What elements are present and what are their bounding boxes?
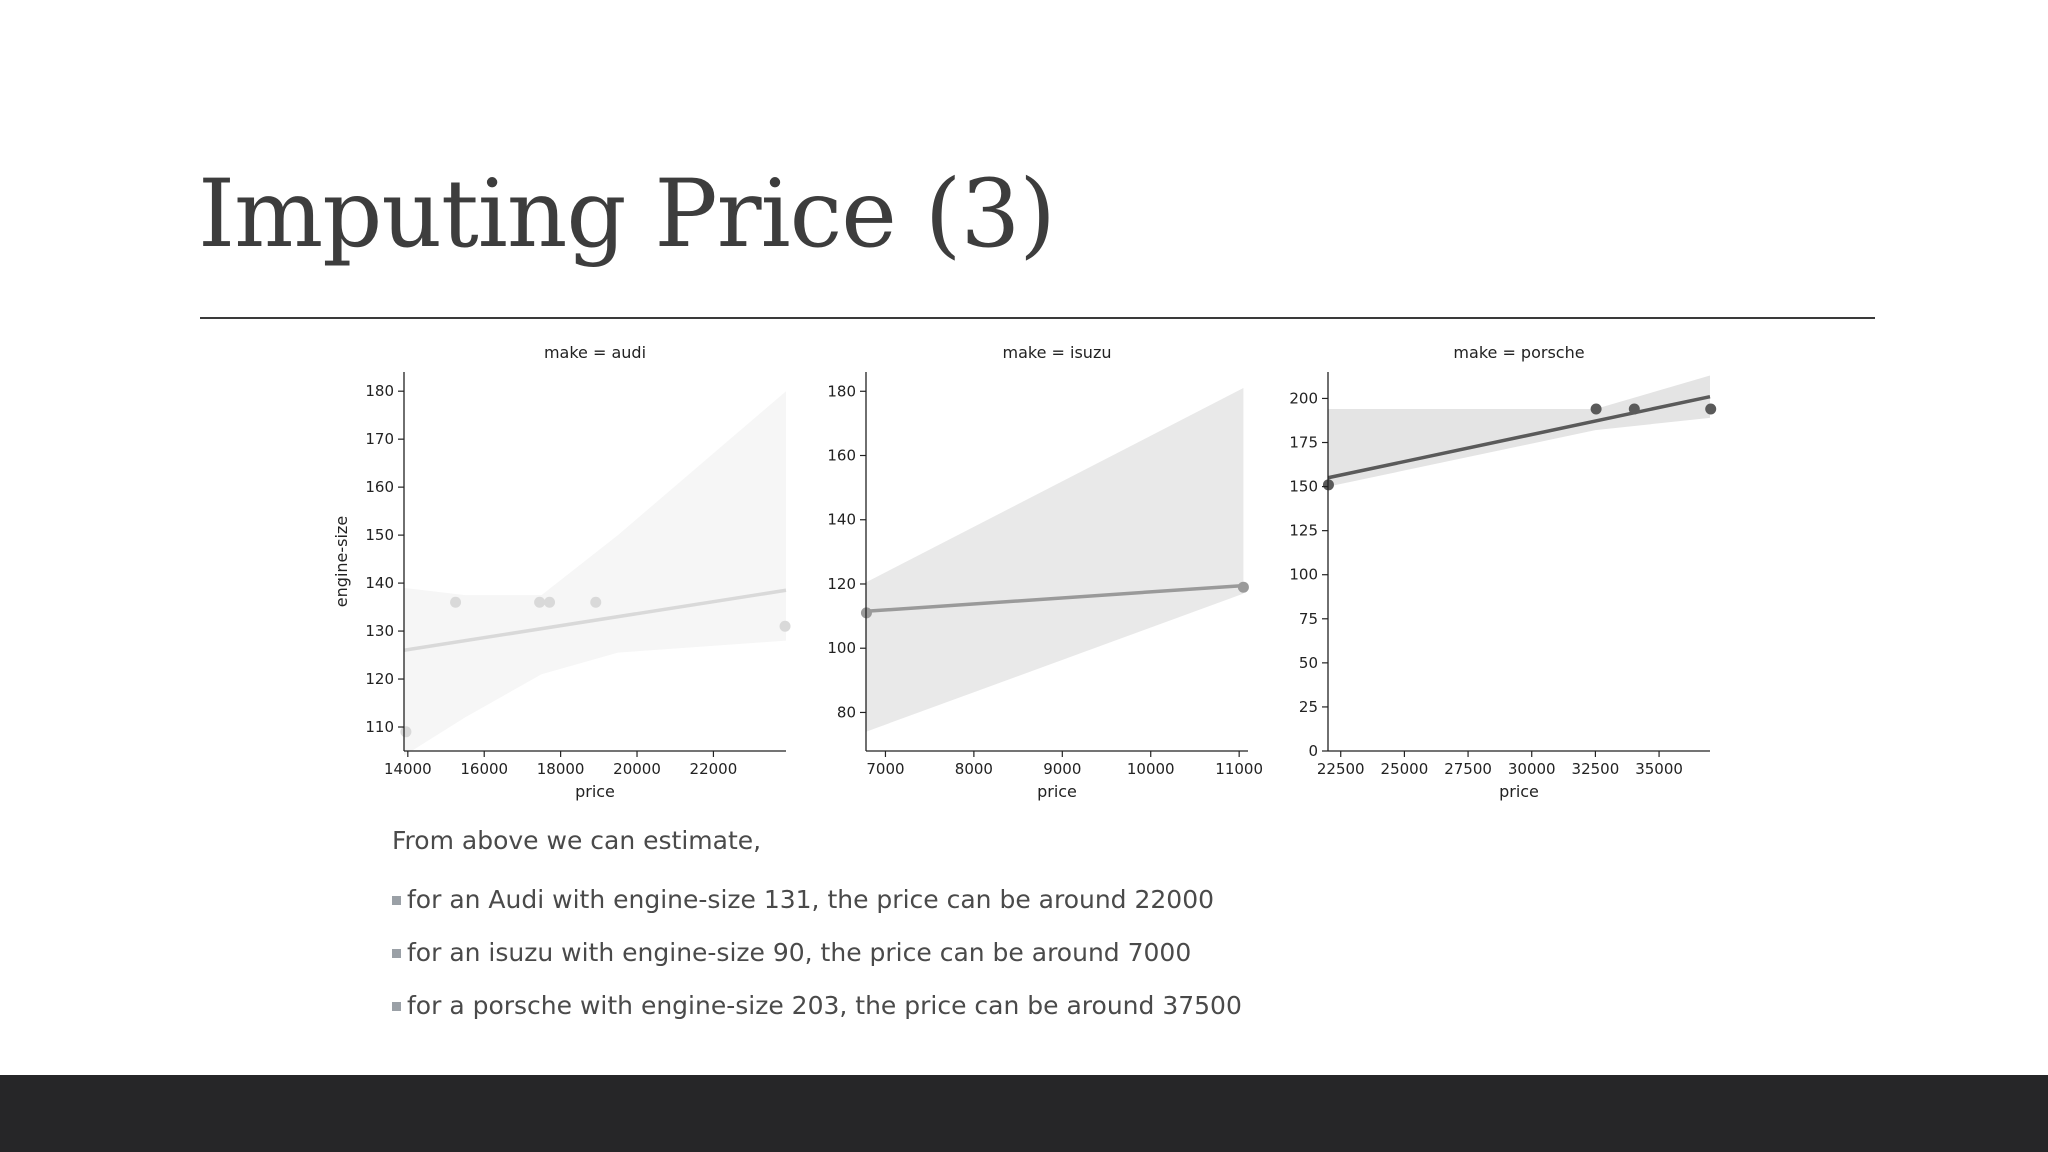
y-tick-label: 100 <box>1289 566 1318 584</box>
confidence-band <box>1328 375 1710 487</box>
x-axis-label: price <box>1037 782 1077 801</box>
chart-title: make = audi <box>544 343 646 362</box>
bullet-item: for an isuzu with engine-size 90, the pr… <box>392 932 1692 972</box>
x-axis-label: price <box>1499 782 1539 801</box>
y-tick-label: 150 <box>365 526 394 544</box>
y-tick-label: 100 <box>827 639 856 657</box>
y-tick-label: 180 <box>365 382 394 400</box>
data-point <box>534 596 546 608</box>
slide-title: Imputing Price (3) <box>198 160 1056 269</box>
y-tick-label: 75 <box>1299 610 1318 628</box>
y-tick-label: 50 <box>1299 654 1318 672</box>
y-tick-label: 110 <box>365 718 394 736</box>
chart-panel: 110 120 130 140 150 160 170 180 14000 16000 18000 2… <box>332 343 791 801</box>
bullet-text: for an Audi with engine-size 131, the pr… <box>407 884 1215 914</box>
y-tick-label: 120 <box>827 575 856 593</box>
bullet-icon <box>392 895 401 905</box>
y-tick-label: 200 <box>1289 389 1318 407</box>
y-tick-label: 140 <box>827 511 856 529</box>
chart-panel: 0 25 50 75 100 125 150 175 200 22500 25000 27500 300… <box>1289 343 1717 801</box>
chart-title: make = isuzu <box>1003 343 1112 362</box>
x-axis-label: price <box>575 782 615 801</box>
x-tick-label: 8000 <box>955 760 993 778</box>
bullet-item: for an Audi with engine-size 131, the pr… <box>392 879 1692 919</box>
x-tick-label: 20000 <box>613 760 661 778</box>
regression-line <box>1327 394 1711 480</box>
data-point <box>1628 403 1640 415</box>
facet-charts: 110 120 130 140 150 160 170 180 14000 16000 18000 2… <box>332 343 1717 801</box>
chart-panel: 80 100 120 140 160 180 7000 8000 9000 10000 11000 m… <box>827 343 1263 801</box>
data-point <box>400 726 412 738</box>
y-axis-label: engine-size <box>332 516 351 607</box>
x-tick-label: 18000 <box>537 760 585 778</box>
x-tick-label: 10000 <box>1127 760 1175 778</box>
x-tick-label: 14000 <box>384 760 432 778</box>
data-point <box>450 596 462 608</box>
bullet-icon <box>392 1001 401 1011</box>
y-tick-label: 180 <box>827 382 856 400</box>
confidence-band <box>866 388 1244 732</box>
y-tick-label: 120 <box>365 670 394 688</box>
x-tick-label: 9000 <box>1043 760 1081 778</box>
y-tick-label: 0 <box>1308 742 1318 760</box>
regression-line <box>403 588 787 652</box>
x-tick-label: 35000 <box>1635 760 1683 778</box>
regression-line <box>865 583 1244 614</box>
x-tick-label: 11000 <box>1215 760 1263 778</box>
y-tick-label: 80 <box>837 703 856 721</box>
y-tick-label: 25 <box>1299 698 1318 716</box>
bullet-icon <box>392 948 401 958</box>
data-point <box>779 620 791 632</box>
data-point <box>1237 581 1249 593</box>
x-tick-label: 32500 <box>1572 760 1620 778</box>
bullet-item: for a porsche with engine-size 203, the … <box>392 985 1692 1025</box>
x-tick-label: 30000 <box>1508 760 1556 778</box>
footer-bar <box>0 1075 2048 1152</box>
y-tick-label: 170 <box>365 430 394 448</box>
y-tick-label: 150 <box>1289 478 1318 496</box>
bullet-text: for an isuzu with engine-size 90, the pr… <box>407 937 1192 967</box>
data-point <box>590 596 602 608</box>
x-tick-label: 22000 <box>690 760 738 778</box>
y-tick-label: 160 <box>365 478 394 496</box>
x-tick-label: 27500 <box>1444 760 1492 778</box>
data-point <box>1590 403 1602 415</box>
intro-text: From above we can estimate, <box>392 826 762 855</box>
y-tick-label: 125 <box>1289 522 1318 540</box>
y-tick-label: 140 <box>365 574 394 592</box>
x-tick-label: 7000 <box>866 760 904 778</box>
x-tick-label: 22500 <box>1317 760 1365 778</box>
data-point <box>1705 403 1717 415</box>
y-tick-label: 175 <box>1289 434 1318 452</box>
estimate-text: From above we can estimate, for an Audi … <box>392 826 1692 1038</box>
confidence-band <box>404 391 786 756</box>
bullet-text: for a porsche with engine-size 203, the … <box>407 990 1242 1020</box>
y-tick-label: 130 <box>365 622 394 640</box>
chart-title: make = porsche <box>1453 343 1584 362</box>
title-divider <box>200 317 1875 319</box>
data-point <box>544 596 556 608</box>
x-tick-label: 16000 <box>460 760 508 778</box>
y-tick-label: 160 <box>827 447 856 465</box>
x-tick-label: 25000 <box>1381 760 1429 778</box>
